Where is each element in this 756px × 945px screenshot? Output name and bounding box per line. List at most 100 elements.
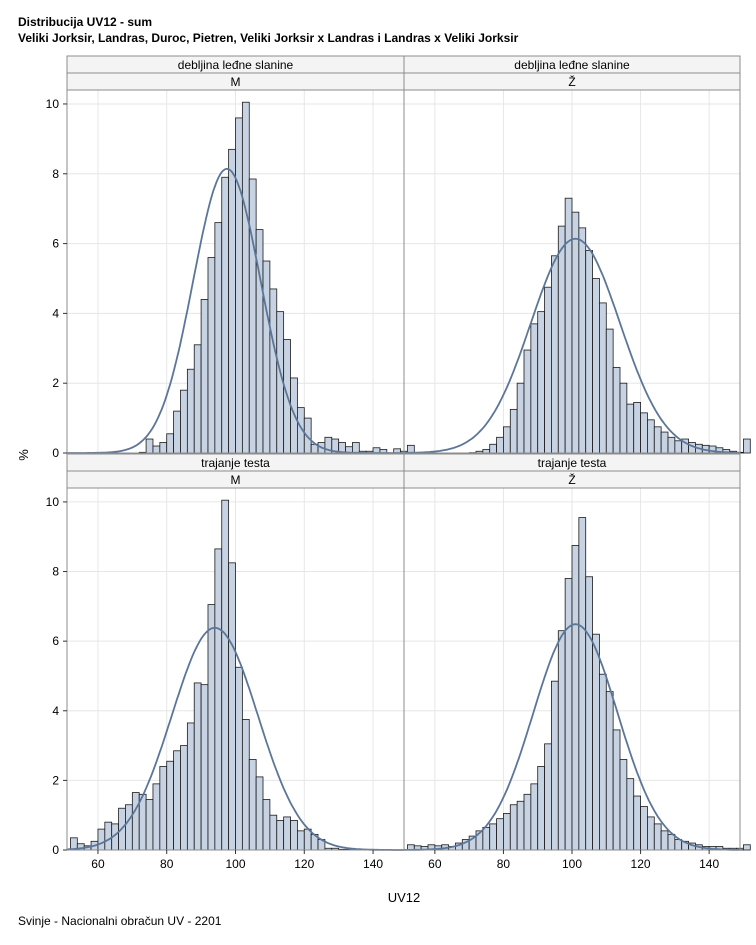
y-tick-label: 2: [52, 376, 59, 390]
y-tick-label: 8: [52, 565, 59, 579]
histogram-bar: [193, 344, 202, 454]
histogram-bar: [585, 576, 593, 851]
histogram-bar: [235, 117, 243, 454]
panel-row-header: debljina leđne slanine: [178, 58, 294, 72]
histogram-bar: [173, 750, 181, 851]
y-tick-label: 10: [46, 495, 60, 509]
histogram-bar: [228, 148, 236, 454]
histogram-bar: [145, 438, 154, 454]
histogram-bar: [159, 766, 168, 851]
histogram-bar: [544, 743, 552, 851]
histogram-bar: [667, 833, 676, 851]
x-tick-label: 140: [363, 857, 383, 871]
histogram-bar: [592, 278, 600, 454]
histogram-bar: [612, 367, 621, 454]
histogram-bar: [159, 442, 168, 454]
histogram-bar: [619, 759, 628, 851]
histogram-bar: [241, 719, 250, 851]
histogram-bar: [503, 813, 511, 851]
x-tick-label: 80: [160, 857, 174, 871]
histogram-bar: [262, 799, 271, 851]
histogram-bar: [523, 349, 532, 454]
panel-col-header: Ž: [568, 74, 575, 89]
histogram-bar: [640, 412, 648, 454]
y-axis-label: %: [16, 449, 31, 461]
histogram-bar: [578, 517, 587, 851]
histogram-bar: [186, 368, 195, 454]
histogram-bar: [152, 445, 161, 454]
histogram-bar: [200, 684, 209, 851]
y-tick-label: 4: [52, 306, 59, 320]
x-tick-label: 140: [699, 857, 719, 871]
histogram-bar: [221, 499, 230, 851]
histogram-bar: [166, 760, 175, 851]
histogram-bar: [104, 821, 113, 851]
y-tick-label: 0: [52, 446, 59, 460]
histogram-bar: [530, 323, 539, 454]
histogram-bar: [653, 426, 662, 454]
histogram-bar: [633, 795, 641, 851]
histogram-bar: [647, 816, 655, 851]
histogram-bar: [612, 729, 621, 851]
histogram-bar: [667, 436, 676, 454]
chart-subtitle: Veliki Jorksir, Landras, Duroc, Pietren,…: [18, 31, 519, 45]
histogram-bar: [516, 800, 525, 851]
histogram-bar: [647, 419, 655, 454]
histogram-bar: [186, 722, 195, 851]
histogram-bar: [303, 417, 312, 454]
histogram-bar: [564, 197, 573, 454]
normal-density-curve: [403, 237, 741, 454]
histogram-bar: [626, 778, 635, 851]
y-tick-label: 8: [52, 167, 59, 181]
histogram-bar: [131, 792, 140, 851]
histogram-bar: [578, 227, 587, 454]
chart-title: Distribucija UV12 - sum: [18, 15, 153, 29]
histogram-bar: [200, 299, 209, 454]
histogram-bar: [660, 431, 669, 454]
histogram-bar: [214, 548, 223, 851]
histogram-bar: [496, 818, 504, 851]
histogram-bar: [290, 820, 298, 851]
histogram-bar: [599, 302, 607, 454]
histogram-bar: [557, 225, 566, 454]
x-tick-label: 60: [428, 857, 442, 871]
x-axis-label: UV12: [388, 890, 421, 905]
y-tick-label: 4: [52, 704, 59, 718]
histogram-bar: [207, 604, 216, 851]
histogram-bar: [544, 286, 552, 454]
x-tick-label: 80: [497, 857, 511, 871]
histogram-bar: [537, 766, 545, 851]
histogram-bar: [743, 844, 751, 851]
histogram-bar: [619, 382, 628, 454]
histogram-bar: [626, 403, 635, 454]
histogram-bar: [228, 562, 236, 851]
normal-density-curve: [66, 626, 404, 851]
histogram-bar: [503, 426, 511, 454]
panel-4: trajanje testa Ž 60 80 100 120 140: [403, 453, 751, 871]
histogram-bar: [530, 783, 539, 851]
panel-col-header: M: [231, 75, 241, 89]
panel-row-header: trajanje testa: [201, 456, 270, 470]
histogram-bar: [173, 410, 181, 454]
normal-density-curve: [404, 623, 740, 851]
histogram-bar: [640, 806, 648, 851]
histogram-bar: [551, 255, 559, 454]
histogram-bar: [605, 328, 614, 454]
histogram-bar: [180, 389, 188, 454]
histogram-bar: [489, 823, 497, 851]
histogram-bar: [674, 440, 683, 454]
histogram-bar: [557, 630, 566, 851]
histogram-bar: [248, 178, 257, 454]
histogram-bar: [193, 682, 202, 851]
histogram-bar: [482, 826, 491, 851]
panel-row-header: debljina leđne slanine: [514, 58, 630, 72]
panel-col-header: M: [231, 473, 241, 487]
histogram-bar: [653, 823, 662, 851]
panel-frame: [403, 89, 741, 454]
histogram-bar: [269, 814, 278, 851]
histogram-bar: [599, 673, 607, 851]
histogram-bar: [269, 288, 278, 454]
histogram-bar: [221, 176, 230, 454]
y-tick-label: 10: [46, 97, 60, 111]
histogram-bar: [571, 211, 580, 454]
